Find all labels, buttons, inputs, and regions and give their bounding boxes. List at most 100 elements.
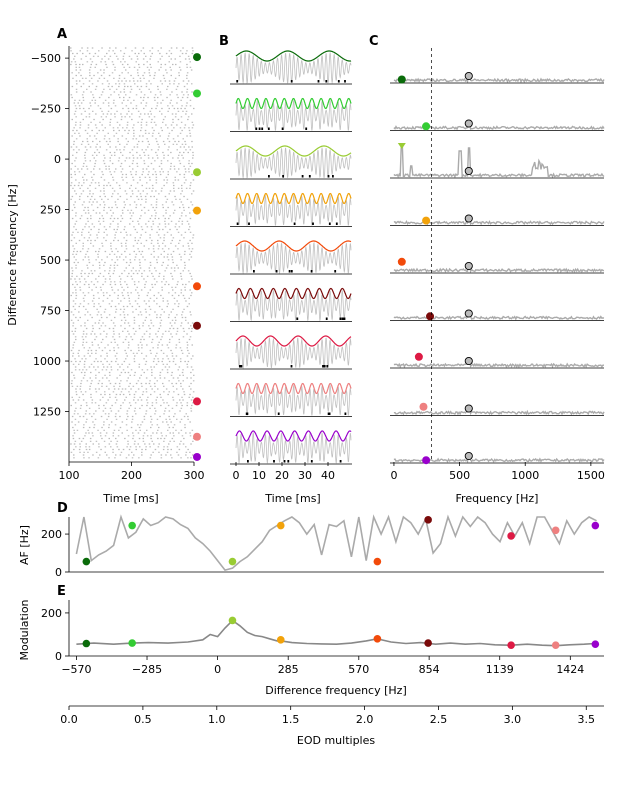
panel-d-marker xyxy=(424,516,432,524)
panel-c-eod-marker xyxy=(464,404,473,413)
panel-a-ytick-label: 1250 xyxy=(33,406,61,419)
panel-c-eod-marker xyxy=(464,309,473,318)
panel-d-ytick-label: 200 xyxy=(41,528,62,541)
panel-e-ylabel: Modulation xyxy=(18,599,31,660)
panel-e-xtick-label: 1424 xyxy=(556,663,584,676)
panel-a-ytick-label: 1000 xyxy=(33,355,61,368)
panel-c-eod-marker xyxy=(464,451,473,461)
eod-axis-tick-label: 0.5 xyxy=(134,713,152,726)
panel-c-eod-marker xyxy=(464,214,473,223)
panel-b-envelope xyxy=(235,97,352,110)
panel-b-waveform xyxy=(235,99,352,131)
panel-b-xtick-label: 0 xyxy=(233,469,240,482)
panel-label-e: E xyxy=(57,584,66,599)
panel-e-ytick-label: 200 xyxy=(41,607,62,620)
panel-a-marker xyxy=(193,206,201,215)
raster-spikes xyxy=(70,47,195,459)
panel-label-b: B xyxy=(219,34,229,49)
panel-b-envelope xyxy=(235,287,352,300)
panel-b-xlabel: Time [ms] xyxy=(264,492,320,505)
panel-d-marker xyxy=(276,521,285,530)
panel-a-marker xyxy=(193,168,201,177)
panel-b-waveform xyxy=(235,336,352,370)
panel-d-af: 0 200 xyxy=(41,514,604,579)
panel-c-marker xyxy=(397,257,406,266)
panel-a-xlabel: Time [ms] xyxy=(102,492,158,505)
panel-label-d: D xyxy=(57,501,68,516)
panel-c-eod-marker xyxy=(464,166,473,176)
panel-c-spectra: 0 500 1000 1500 xyxy=(390,48,605,482)
panel-label-c: C xyxy=(369,34,379,49)
panel-c-marker xyxy=(414,352,423,361)
panel-e-xtick-label: −570 xyxy=(61,663,91,676)
panel-a-ytick-label: −250 xyxy=(31,103,61,116)
panel-c-marker xyxy=(426,312,435,321)
panel-b-spikes xyxy=(255,127,308,130)
panel-c-xtick-label: 500 xyxy=(449,469,470,482)
panel-b-spikes xyxy=(268,175,334,178)
panel-b-xtick-label: 20 xyxy=(275,469,289,482)
panel-b-envelope xyxy=(235,192,352,205)
panel-b-waveform xyxy=(235,289,352,322)
panel-c-spectrum xyxy=(393,359,604,369)
panel-e-xtick-label: 1139 xyxy=(486,663,514,676)
panel-b-waveform xyxy=(235,51,352,85)
panel-c-spectrum xyxy=(393,406,605,416)
panel-c-marker xyxy=(397,143,406,149)
panel-a-ylabel: Difference frequency [Hz] xyxy=(6,184,19,326)
panel-e-marker xyxy=(551,641,560,650)
panel-d-marker xyxy=(82,557,91,566)
panel-c-eod-marker xyxy=(464,356,473,366)
panel-b-waveform xyxy=(235,431,352,465)
panel-c-spectrum xyxy=(393,264,605,274)
panel-b-xtick-label: 30 xyxy=(298,469,312,482)
panel-e-ytick-label: 0 xyxy=(55,650,62,663)
panel-e-marker xyxy=(128,639,136,647)
panel-b-envelope xyxy=(235,335,352,347)
panel-e-xtick-label: −285 xyxy=(132,663,162,676)
panel-a-xtick-label: 100 xyxy=(59,469,80,482)
panel-b-envelope xyxy=(235,145,352,157)
panel-b-spikes xyxy=(239,365,329,368)
panel-b-envelope xyxy=(235,430,352,442)
panel-d-marker xyxy=(551,526,560,535)
panel-b-spikes xyxy=(296,317,346,320)
panel-b-spikes xyxy=(236,222,338,225)
panel-b-waveform xyxy=(235,194,352,226)
eod-axis-tick-label: 2.0 xyxy=(356,713,374,726)
panel-a-marker xyxy=(193,282,201,291)
panel-c-marker xyxy=(419,402,428,411)
panel-e-marker xyxy=(424,639,432,647)
eod-axis-tick-label: 2.5 xyxy=(430,713,448,726)
panel-b-spikes xyxy=(253,270,337,273)
panel-e-marker xyxy=(82,639,91,648)
panel-b-spikes xyxy=(245,412,347,415)
panel-c-spectrum xyxy=(393,143,605,179)
panel-c-xlabel: Frequency [Hz] xyxy=(456,492,539,505)
panel-c-eod-marker xyxy=(464,71,473,81)
panel-c-eod-marker xyxy=(464,261,473,271)
eod-axis-tick-label: 1.0 xyxy=(208,713,226,726)
panel-b-waveforms: 0 10 20 30 40 xyxy=(230,50,352,482)
panel-a-ytick-label: 500 xyxy=(40,254,61,267)
panel-c-marker xyxy=(397,75,406,84)
panel-e-xlabel: Difference frequency [Hz] xyxy=(265,684,407,697)
panel-c-eod-marker xyxy=(464,119,473,128)
panel-c-spectrum xyxy=(393,74,605,84)
eod-axis-tick-label: 1.5 xyxy=(282,713,300,726)
eod-axis-tick-label: 3.0 xyxy=(504,713,522,726)
panel-a-marker xyxy=(193,397,201,406)
panel-d-ylabel: AF [Hz] xyxy=(18,525,31,565)
panel-e-series-line xyxy=(76,619,596,647)
panel-c-spectrum xyxy=(393,311,605,321)
eod-multiples-axis: 0.0 0.5 1.0 1.5 2.0 2.5 3.0 3.5 xyxy=(60,705,604,726)
panel-e-marker xyxy=(373,634,382,643)
panel-e-marker xyxy=(276,636,285,644)
panel-b-waveform xyxy=(235,146,352,179)
eod-axis-tick-label: 0.0 xyxy=(60,713,78,726)
panel-b-spikes xyxy=(236,80,346,83)
panel-c-marker xyxy=(422,122,431,131)
panel-c-marker xyxy=(422,216,431,225)
panel-e-marker xyxy=(507,641,515,650)
panel-a-ytick-label: 250 xyxy=(40,204,61,217)
